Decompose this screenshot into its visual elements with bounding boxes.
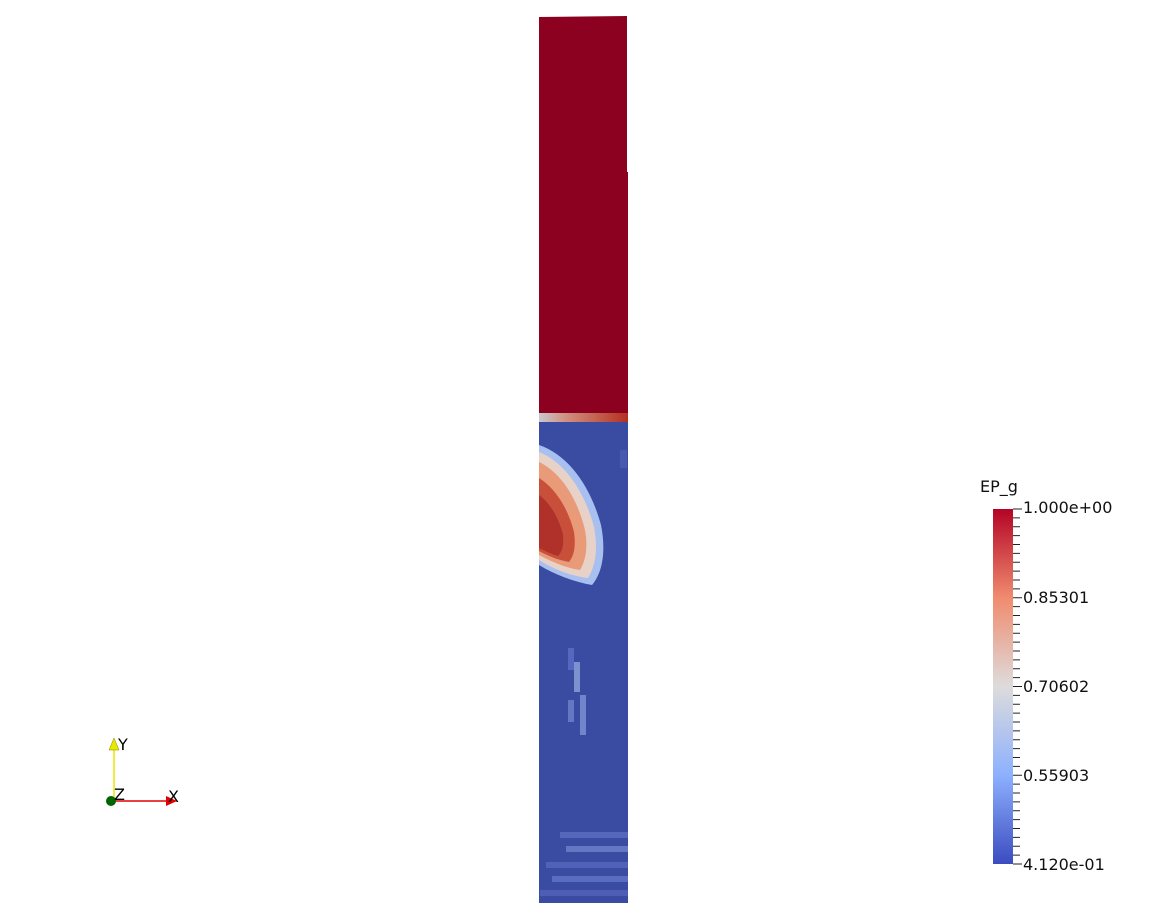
x-axis-label: X bbox=[168, 787, 179, 806]
scalar-bar-label-max: 1.000e+00 bbox=[1023, 498, 1112, 517]
scalar-bar-ticks bbox=[1013, 508, 1022, 865]
interface-band bbox=[539, 413, 628, 423]
z-axis-marker bbox=[106, 796, 116, 806]
y-axis-label: Y bbox=[117, 735, 128, 754]
simulation-column bbox=[539, 16, 628, 903]
orientation-axes: Y X Z bbox=[106, 735, 179, 806]
y-axis-arrow bbox=[108, 737, 120, 751]
scalar-bar-label-4: 0.55903 bbox=[1023, 766, 1089, 785]
scalar-bar-label-2: 0.85301 bbox=[1023, 588, 1089, 607]
x-axis-arrow bbox=[166, 796, 177, 806]
bubble bbox=[539, 445, 604, 585]
scalar-bar-label-min: 4.120e-01 bbox=[1023, 855, 1105, 874]
scalar-bar-title: EP_g bbox=[980, 477, 1018, 497]
scalar-bar: EP_g 1.000e+00 0.85301 0.70602 0.55903 4… bbox=[980, 477, 1112, 874]
gas-region bbox=[539, 16, 628, 414]
z-axis-label: Z bbox=[114, 785, 125, 804]
scalar-bar-label-3: 0.70602 bbox=[1023, 677, 1089, 696]
scalar-bar-gradient bbox=[993, 509, 1013, 864]
bed-streaks bbox=[540, 450, 628, 896]
